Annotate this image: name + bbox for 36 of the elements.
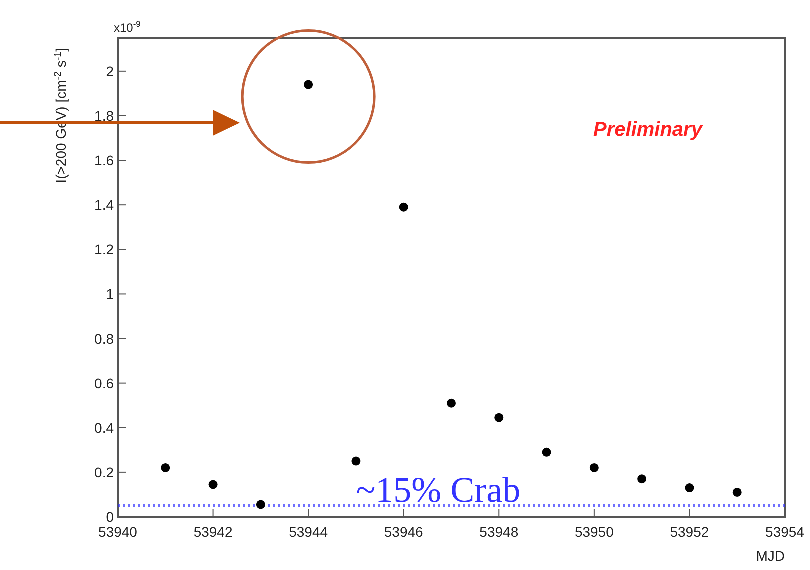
point: [494, 413, 504, 422]
point: [208, 480, 218, 490]
x-tick-label: 53952: [670, 524, 710, 540]
y-tick-label: 1.2: [94, 242, 114, 258]
y-tick-label: 0.4: [94, 420, 114, 436]
point: [542, 448, 552, 457]
x-tick-label: 53950: [574, 524, 614, 540]
point: [352, 456, 361, 466]
y-tick-label: 0: [106, 509, 114, 525]
point: [161, 463, 170, 472]
y-tick-label: 1: [106, 286, 114, 302]
annotation: Preliminary: [594, 119, 704, 141]
x-axis-title: MJD: [756, 548, 785, 564]
y-tick-label: 0.6: [94, 375, 114, 392]
y-tick-label: 1.8: [94, 108, 114, 124]
point: [304, 80, 314, 90]
text: x10$^{-9}$: [114, 19, 142, 35]
x-tick-label: 53954: [766, 524, 805, 540]
x-tick-label: 53942: [194, 524, 233, 540]
point: [685, 484, 694, 493]
x-tick-label: 53948: [480, 524, 519, 540]
y-tick-label: 0.2: [94, 464, 114, 480]
ref-line-label: ~15% Crab: [356, 470, 521, 510]
point: [732, 488, 742, 497]
y-tick-label: 1.4: [94, 197, 114, 214]
point: [590, 463, 599, 472]
y-tick-label: 2: [106, 63, 114, 80]
point: [638, 474, 647, 484]
point: [447, 398, 456, 408]
y-tick-label: 0.8: [94, 330, 114, 347]
y-tick-label: 1.6: [94, 152, 114, 169]
x-tick-label: 53944: [289, 524, 328, 540]
point: [256, 500, 266, 510]
point: [399, 202, 408, 212]
x-tick-label: 53946: [384, 524, 424, 540]
x-tick-label: 53940: [98, 524, 138, 540]
